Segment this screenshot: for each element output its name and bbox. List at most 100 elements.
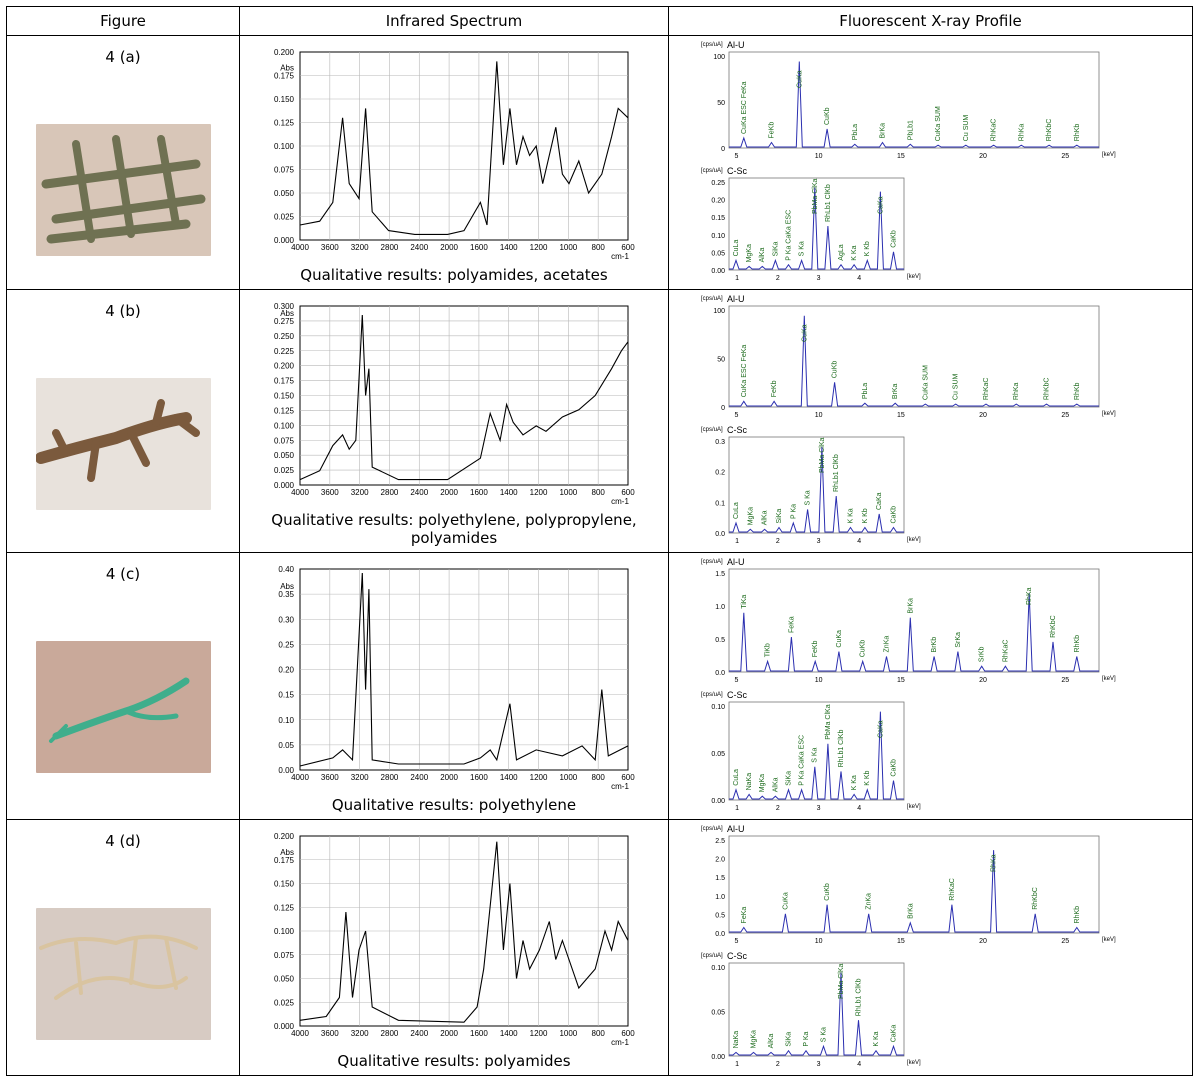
- ir-y-tick-label: 0.125: [274, 406, 295, 415]
- xrf-x-tick-label: 1: [735, 1061, 739, 1068]
- results-table: Figure Infrared Spectrum Fluorescent X-r…: [6, 6, 1193, 1076]
- xrf-y-tick-label: 0.5: [715, 912, 725, 919]
- xrf-y-unit: [cps/uA]: [701, 42, 723, 48]
- ir-x-tick-label: 2400: [410, 1029, 428, 1038]
- header-row: Figure Infrared Spectrum Fluorescent X-r…: [6, 6, 1193, 36]
- ir-x-tick-label: 4000: [291, 243, 309, 252]
- ir-y-tick-label: 0.025: [274, 213, 295, 222]
- xrf-peak-label: SrKa: [955, 632, 962, 648]
- xrf-y-tick-label: 0.1: [715, 500, 725, 507]
- ir-y-tick-label: 0.200: [274, 832, 295, 841]
- ir-y-tick-label: 0.30: [278, 615, 294, 624]
- ir-x-tick-label: 3200: [351, 1029, 369, 1038]
- ir-spectrum-trace: [299, 314, 629, 481]
- xrf-peak-label: K Ka: [873, 1031, 880, 1046]
- xrf-peak-label: RhKaC: [983, 378, 990, 401]
- debris-shape: [38, 934, 198, 1000]
- xrf-peak-label: RhKa: [1013, 382, 1020, 400]
- xrf-y-tick-label: 0.10: [711, 704, 725, 711]
- xrf-y-tick-label: 0.05: [711, 250, 725, 257]
- xrf-peak-label: RhLb1 ClKb: [856, 978, 863, 1016]
- ir-y-tick-label: 0.100: [274, 421, 295, 430]
- ir-y-tick-label: 0.15: [278, 691, 294, 700]
- xrf-y-tick-label: 0.3: [715, 439, 725, 446]
- xrf-y-tick-label: 0.2: [715, 470, 725, 477]
- xrf-x-unit: [keV]: [1102, 411, 1116, 417]
- xrf-peak-label: RhKbC: [1032, 887, 1039, 910]
- xrf-y-unit: [cps/uA]: [701, 826, 723, 832]
- ir-y-axis-label: Abs: [280, 64, 294, 73]
- xrf-x-unit: [keV]: [907, 804, 921, 810]
- xrf-peak-label: SrKb: [979, 646, 986, 662]
- xrf-x-tick-label: 15: [897, 938, 905, 945]
- xrf-peak-label: CuKb: [860, 640, 867, 658]
- xrf-peak-label: RhLb1 ClKb: [838, 730, 845, 768]
- ir-x-tick-label: 4000: [291, 488, 309, 497]
- ir-x-tick-label: 2400: [410, 488, 428, 497]
- header-xrf-profile: Fluorescent X-ray Profile: [668, 6, 1193, 36]
- xrf-plot-frame: [728, 962, 905, 1057]
- xrf-y-tick-label: 100: [713, 54, 725, 61]
- xrf-y-tick-label: 1.5: [715, 875, 725, 882]
- ir-x-tick-label: 3200: [351, 773, 369, 782]
- xrf-y-tick-label: 50: [717, 357, 725, 364]
- xrf-peak-label: RhKb: [1074, 124, 1081, 142]
- xrf-y-tick-label: 2.5: [715, 838, 725, 845]
- xrf-y-unit: [cps/uA]: [701, 296, 723, 302]
- xrf-y-tick-label: 0.20: [711, 198, 725, 205]
- header-figure: Figure: [6, 6, 240, 36]
- figure-label: 4 (c): [105, 565, 141, 583]
- xrf-peak-label: SiKa: [772, 242, 779, 257]
- ir-x-axis-unit: cm-1: [611, 497, 629, 506]
- ir-x-tick-label: 3600: [321, 488, 339, 497]
- xrf-peak-label: AlKa: [762, 510, 769, 525]
- xrf-y-tick-label: 0.25: [711, 180, 725, 187]
- xrf-title: Al-U: [727, 824, 745, 834]
- xrf-peak-label: Cu SUM: [953, 373, 960, 400]
- xrf-x-tick-label: 3: [817, 805, 821, 812]
- table-row: 4 (a) 0.200 0.175 0.150 0.125 0.100 0.075 0.050…: [6, 35, 1193, 290]
- xrf-x-tick-label: 25: [1061, 938, 1069, 945]
- xrf-y-unit: [cps/uA]: [701, 427, 723, 433]
- ir-y-tick-label: 0.075: [274, 166, 295, 175]
- infrared-cell: 0.200 0.175 0.150 0.125 0.100 0.075 0.050 0.025…: [239, 35, 669, 290]
- xrf-peak-label: CaKa: [891, 1025, 898, 1043]
- ir-y-tick-label: 0.250: [274, 332, 295, 341]
- xrf-peak-label: RhKaC: [1002, 640, 1009, 663]
- figure-cell: 4 (b): [6, 289, 240, 553]
- qualitative-results-caption-continued: polyamides: [410, 529, 498, 547]
- debris-shape: [41, 135, 205, 244]
- xrf-x-tick-label: 25: [1061, 153, 1069, 160]
- xrf-x-tick-label: 5: [734, 412, 738, 419]
- xrf-peak-label: BrKb: [931, 637, 938, 653]
- xrf-y-tick-label: 0.0: [715, 931, 725, 938]
- xrf-peak-label: RhKbC: [1050, 615, 1057, 638]
- xrf-y-unit: [cps/uA]: [701, 168, 723, 174]
- ir-x-tick-label: 600: [621, 243, 635, 252]
- ir-chart: 0.200 0.175 0.150 0.125 0.100 0.075 0.050 0.025…: [274, 832, 635, 1047]
- xrf-peak-label: FeKa: [788, 616, 795, 633]
- xrf-x-tick-label: 5: [734, 153, 738, 160]
- xrf-spectrum-trace: [729, 972, 904, 1056]
- xrf-peak-label: CaKa: [876, 492, 883, 510]
- xrf-peak-label: CuKa: [782, 892, 789, 910]
- xrf-x-tick-label: 2: [776, 538, 780, 545]
- xrf-peak-label: PbMa ClKa: [819, 437, 826, 473]
- xrf-x-unit: [keV]: [907, 537, 921, 543]
- ir-x-tick-label: 2400: [410, 773, 428, 782]
- ir-chart: 0.200 0.175 0.150 0.125 0.100 0.075 0.050 0.025…: [274, 48, 635, 261]
- ir-y-tick-label: 0.025: [274, 466, 295, 475]
- ir-x-tick-label: 2800: [381, 488, 399, 497]
- xrf-y-tick-label: 0.00: [711, 268, 725, 275]
- ir-y-tick-label: 0.000: [274, 1022, 295, 1031]
- xrf-peak-label: BrKa: [880, 123, 887, 139]
- xrf-spectrum-trace: [729, 446, 904, 533]
- ir-chart: 0.300 0.275 0.250 0.225 0.200 0.175 0.150 0.125…: [274, 302, 635, 506]
- xrf-peak-label: ZnKa: [884, 636, 891, 653]
- xrf-x-unit: [keV]: [1102, 152, 1116, 158]
- xrf-y-unit: [cps/uA]: [701, 559, 723, 565]
- xrf-peak-label: RhKbC: [1044, 378, 1051, 401]
- xrf-peak-label: PbMa ClKa: [825, 704, 832, 740]
- xrf-peak-label: RhKa: [1018, 124, 1025, 142]
